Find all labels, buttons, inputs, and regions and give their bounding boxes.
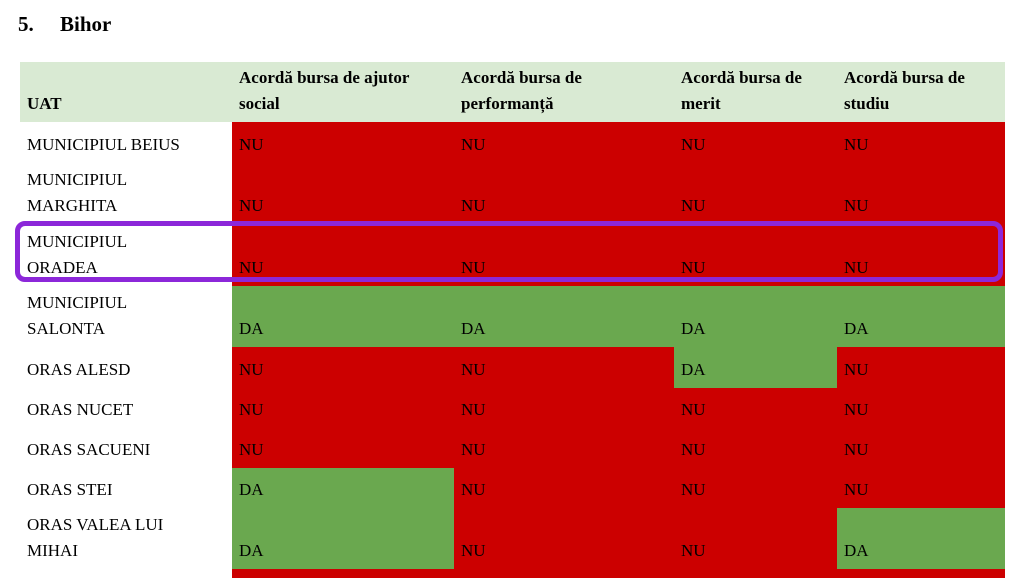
section-number: 5. xyxy=(18,12,34,36)
value-cell: DA xyxy=(674,286,837,347)
table-row: ORAS STEI DA NU NU NU xyxy=(20,468,1005,508)
value-cell: DA xyxy=(232,468,454,508)
value-cell: DA xyxy=(232,286,454,347)
value-cell: NU xyxy=(232,388,454,428)
value-cell: NU xyxy=(837,122,1005,163)
value-cell: DA xyxy=(837,508,1005,569)
value-cell: DA xyxy=(837,286,1005,347)
uat-cell: MUNICIPIUL ORADEA xyxy=(20,224,232,286)
scholarship-table: UAT Acordă bursa de ajutor social Acordă… xyxy=(20,62,1005,578)
value-cell: NU xyxy=(837,163,1005,224)
table-row: MUNICIPIUL BEIUS NU NU NU NU xyxy=(20,122,1005,163)
value-cell: NU xyxy=(837,388,1005,428)
column-header-uat: UAT xyxy=(20,62,232,122)
value-cell: NU xyxy=(674,428,837,468)
table-header-row: UAT Acordă bursa de ajutor social Acordă… xyxy=(20,62,1005,122)
section-name: Bihor xyxy=(60,12,112,36)
table-row: ORAS NUCET NU NU NU NU xyxy=(20,388,1005,428)
uat-cell: MUNICIPIUL SALONTA xyxy=(20,286,232,347)
value-cell xyxy=(232,569,454,578)
uat-cell: MUNICIPIUL MARGHITA xyxy=(20,163,232,224)
uat-cell xyxy=(20,569,232,578)
value-cell: DA xyxy=(232,508,454,569)
value-cell: NU xyxy=(837,224,1005,286)
value-cell: NU xyxy=(674,163,837,224)
value-cell: NU xyxy=(454,122,674,163)
value-cell: NU xyxy=(232,224,454,286)
value-cell xyxy=(837,569,1005,578)
uat-cell: ORAS VALEA LUI MIHAI xyxy=(20,508,232,569)
uat-cell: MUNICIPIUL BEIUS xyxy=(20,122,232,163)
column-header-merit: Acordă bursa de merit xyxy=(674,62,837,122)
value-cell: NU xyxy=(232,163,454,224)
column-header-ajutor-social: Acordă bursa de ajutor social xyxy=(232,62,454,122)
value-cell: NU xyxy=(454,388,674,428)
value-cell: NU xyxy=(674,224,837,286)
value-cell: NU xyxy=(837,428,1005,468)
value-cell: NU xyxy=(674,122,837,163)
value-cell: DA xyxy=(674,347,837,388)
value-cell: NU xyxy=(232,347,454,388)
value-cell: NU xyxy=(674,508,837,569)
value-cell: NU xyxy=(674,388,837,428)
value-cell xyxy=(454,569,674,578)
table-row: ORAS VALEA LUI MIHAI DA NU NU DA xyxy=(20,508,1005,569)
value-cell: NU xyxy=(454,347,674,388)
value-cell: NU xyxy=(837,347,1005,388)
table-row: ORAS ALESD NU NU DA NU xyxy=(20,347,1005,388)
table-row-partial xyxy=(20,569,1005,578)
value-cell: NU xyxy=(454,428,674,468)
table-row: MUNICIPIUL SALONTA DA DA DA DA xyxy=(20,286,1005,347)
uat-cell: ORAS NUCET xyxy=(20,388,232,428)
value-cell: NU xyxy=(454,508,674,569)
value-cell: NU xyxy=(454,224,674,286)
section-title: 5. Bihor xyxy=(18,12,111,37)
value-cell: DA xyxy=(454,286,674,347)
value-cell: NU xyxy=(454,468,674,508)
value-cell: NU xyxy=(837,468,1005,508)
value-cell: NU xyxy=(674,468,837,508)
uat-cell: ORAS ALESD xyxy=(20,347,232,388)
value-cell: NU xyxy=(232,122,454,163)
uat-cell: ORAS STEI xyxy=(20,468,232,508)
column-header-studiu: Acordă bursa de studiu xyxy=(837,62,1005,122)
value-cell xyxy=(674,569,837,578)
uat-cell: ORAS SACUENI xyxy=(20,428,232,468)
table-row: ORAS SACUENI NU NU NU NU xyxy=(20,428,1005,468)
value-cell: NU xyxy=(454,163,674,224)
column-header-performanta: Acordă bursa de performanță xyxy=(454,62,674,122)
table-row: MUNICIPIUL MARGHITA NU NU NU NU xyxy=(20,163,1005,224)
table-row-highlighted: MUNICIPIUL ORADEA NU NU NU NU xyxy=(20,224,1005,286)
value-cell: NU xyxy=(232,428,454,468)
